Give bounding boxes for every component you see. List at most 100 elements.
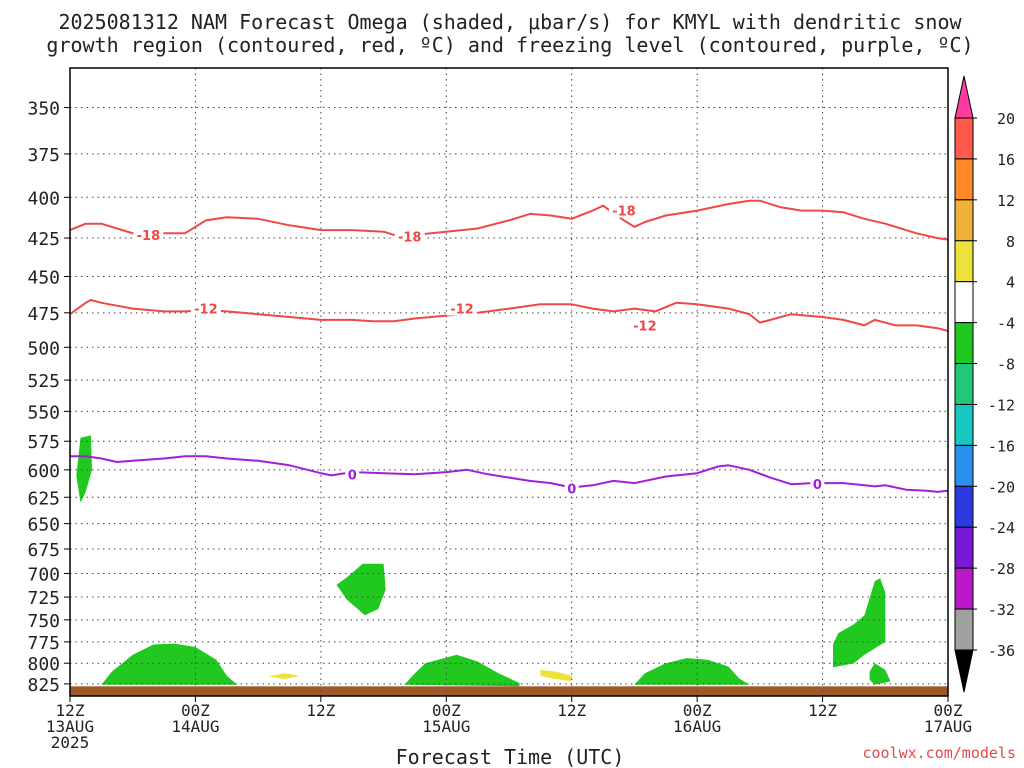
colorbar-segment bbox=[954, 240, 974, 283]
x-tick-label: 00Z bbox=[432, 701, 461, 720]
y-tick-label: 350 bbox=[27, 99, 60, 120]
contour-label: 0 bbox=[348, 468, 357, 483]
gridlines bbox=[69, 68, 949, 696]
contour-label-bg bbox=[345, 467, 360, 482]
omega-region-1 bbox=[76, 435, 92, 503]
plot-background bbox=[70, 68, 948, 696]
colorbar-segment bbox=[954, 526, 974, 569]
x-tick-label: 12Z bbox=[306, 701, 335, 720]
colorbar-label: 16 bbox=[997, 151, 1015, 169]
y-tick-label: 450 bbox=[27, 267, 60, 288]
y-tick-label: 650 bbox=[27, 515, 60, 536]
x-tick-label: 14AUG bbox=[171, 717, 219, 736]
x-tick-label: 00Z bbox=[934, 701, 963, 720]
y-tick-label: 725 bbox=[27, 588, 60, 609]
contour-label: -12 bbox=[194, 303, 218, 318]
contour-minus18 bbox=[69, 199, 949, 241]
x-axis-label: Forecast Time (UTC) bbox=[396, 745, 625, 768]
x-tick-label: 00Z bbox=[683, 701, 712, 720]
contour-label-bg bbox=[810, 477, 825, 492]
contour-label-bg bbox=[394, 229, 425, 244]
colorbar-label: -8 bbox=[997, 356, 1015, 374]
omega-region-6 bbox=[833, 578, 886, 668]
omega-colorbar: 20 16 12 8 4 -4 -8 -12 -16 -20 -24 -28 -32 -36 bbox=[954, 75, 1015, 693]
colorbar-label: -20 bbox=[988, 478, 1015, 496]
x-tick-label: 00Z bbox=[181, 701, 210, 720]
colorbar-segment bbox=[954, 158, 974, 201]
colorbar-segment bbox=[954, 363, 974, 405]
colorbar-label: -4 bbox=[997, 315, 1015, 333]
y-tick-label: 700 bbox=[27, 564, 60, 585]
colorbar-label: 8 bbox=[1006, 233, 1015, 251]
y-tick-label: 600 bbox=[27, 461, 60, 482]
colorbar-label: -32 bbox=[988, 601, 1015, 619]
contour-0 bbox=[70, 455, 949, 493]
colorbar-label: 12 bbox=[997, 192, 1015, 210]
colorbar-lower-arrow bbox=[954, 649, 974, 693]
y-tick-label: 525 bbox=[27, 371, 60, 392]
contour-label: 0 bbox=[813, 478, 822, 493]
x-tick-label: 12Z bbox=[56, 701, 85, 720]
y-tick-label: 400 bbox=[27, 188, 60, 209]
colorbar-label: -24 bbox=[988, 519, 1015, 537]
colorbar-segment bbox=[954, 199, 974, 242]
y-tick-label: 550 bbox=[27, 402, 60, 423]
colorbar-segment bbox=[954, 608, 974, 651]
chart-title-line1: 2025081312 NAM Forecast Omega (shaded, μ… bbox=[58, 10, 962, 34]
x-tick-label: 12Z bbox=[808, 701, 837, 720]
colorbar-segment bbox=[954, 567, 974, 610]
y-tick-label: 750 bbox=[27, 611, 60, 632]
y-tick-label: 475 bbox=[27, 304, 60, 325]
y-tick-label: 500 bbox=[27, 338, 60, 359]
contour-label-bg bbox=[564, 481, 579, 496]
omega-region-2 bbox=[101, 643, 238, 685]
contour-label-bg bbox=[629, 318, 660, 333]
colorbar-segment bbox=[954, 322, 974, 365]
plot-frame bbox=[69, 67, 949, 697]
colorbar-label: 20 bbox=[997, 110, 1015, 128]
contour-minus12 bbox=[69, 299, 949, 332]
colorbar-segment bbox=[954, 444, 974, 487]
contour-label-bg bbox=[608, 203, 639, 218]
x-tick-label: 17AUG bbox=[924, 717, 972, 736]
colorbar-segment bbox=[954, 117, 974, 160]
axes: 350 375 400 425 450 475 500 525 550 575 600 625 650 6… bbox=[27, 67, 972, 752]
contour-label: 0 bbox=[567, 483, 576, 498]
omega-region-4 bbox=[404, 654, 520, 687]
colorbar-segment bbox=[954, 485, 974, 528]
contour-label: -18 bbox=[137, 229, 161, 244]
omega-shading-layer bbox=[70, 68, 948, 696]
y-tick-label: 625 bbox=[27, 488, 60, 509]
y-tick-label: 825 bbox=[27, 675, 60, 696]
contour-label-bg bbox=[133, 227, 164, 242]
contour-label: -12 bbox=[450, 303, 474, 318]
x-tick-label: 15AUG bbox=[422, 717, 470, 736]
x-tick-label: 12Z bbox=[557, 701, 586, 720]
omega-region-3 bbox=[336, 563, 386, 616]
temperature-contours: -18 -18 -18 -12 -12 -12 0 0 0 bbox=[69, 199, 949, 498]
contour-label-bg bbox=[190, 301, 221, 316]
colorbar-label: 4 bbox=[1006, 274, 1015, 292]
x-tick-label: 13AUG bbox=[46, 717, 94, 736]
y-tick-label: 775 bbox=[27, 633, 60, 654]
x-tick-label: 16AUG bbox=[673, 717, 721, 736]
y-tick-label: 575 bbox=[27, 432, 60, 453]
y-tick-label: 800 bbox=[27, 654, 60, 675]
contour-label: -18 bbox=[398, 230, 422, 245]
x-tick-label: 2025 bbox=[51, 733, 90, 752]
omega-region-7 bbox=[869, 663, 891, 685]
contour-label: -12 bbox=[633, 319, 657, 334]
omega-region-9 bbox=[540, 669, 572, 682]
colorbar-label: -28 bbox=[988, 560, 1015, 578]
colorbar-upper-arrow bbox=[954, 75, 974, 119]
ground-surface bbox=[70, 686, 948, 696]
chart-title-line2: growth region (contoured, red, ºC) and f… bbox=[46, 33, 973, 57]
omega-region-8 bbox=[268, 673, 300, 679]
y-tick-label: 375 bbox=[27, 145, 60, 166]
colorbar-segment bbox=[954, 403, 974, 446]
colorbar-label: -12 bbox=[988, 396, 1015, 414]
omega-region-5 bbox=[634, 658, 750, 685]
colorbar-segment bbox=[954, 281, 974, 324]
contour-label: -18 bbox=[612, 205, 636, 220]
